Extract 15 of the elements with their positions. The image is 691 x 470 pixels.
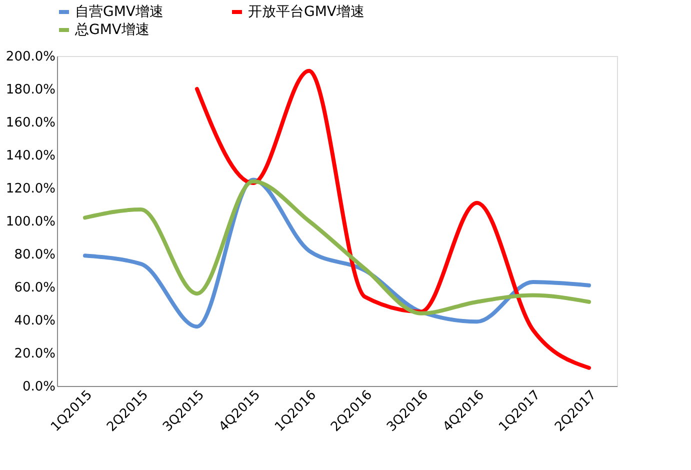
y-tick-label: 160.0% xyxy=(6,116,56,130)
legend-label: 开放平台GMV增速 xyxy=(248,4,365,20)
legend-label: 总GMV增速 xyxy=(74,22,150,38)
legend-label: 自营GMV增速 xyxy=(75,4,164,20)
y-tick-label: 120.0% xyxy=(6,182,56,196)
y-tick-label: 180.0% xyxy=(6,82,56,98)
y-tick-label: 60.0% xyxy=(14,280,56,296)
y-tick-label: 140.0% xyxy=(6,148,56,164)
y-tick-label: 20.0% xyxy=(14,346,56,362)
y-tick-label: 40.0% xyxy=(14,314,56,328)
y-tick-label: 100.0% xyxy=(6,214,56,230)
y-tick-label: 0.0% xyxy=(22,380,56,394)
y-tick-label: 200.0% xyxy=(6,50,56,64)
line-series xyxy=(195,68,591,370)
y-tick-label: 80.0% xyxy=(14,248,56,262)
